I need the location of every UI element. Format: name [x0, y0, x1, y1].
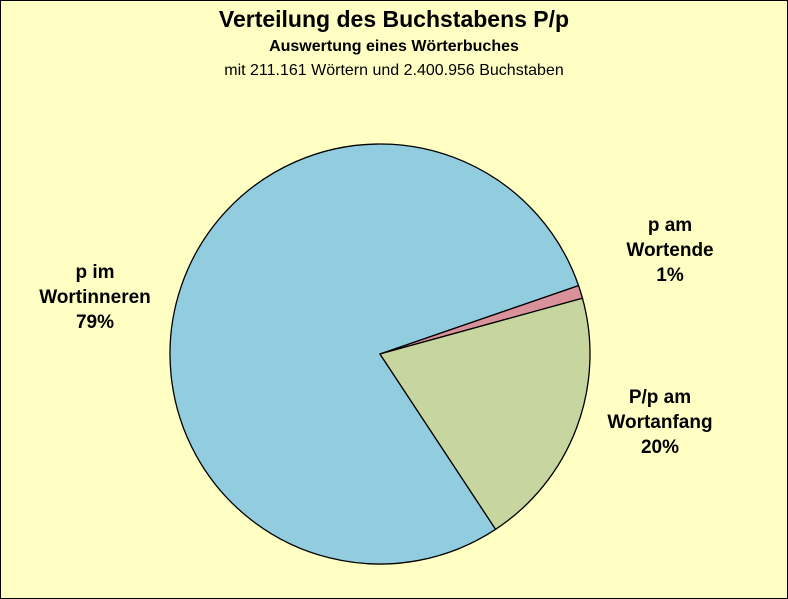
- slice-label-wortinneren: p im Wortinneren 79%: [20, 260, 170, 335]
- chart-title: Verteilung des Buchstabens P/p: [218, 6, 570, 32]
- slice-label-wortende: p am Wortende 1%: [600, 213, 740, 288]
- slice-label-line: Wortende: [626, 240, 714, 261]
- slice-label-line: Wortinneren: [39, 287, 151, 308]
- slice-label-line: p am: [647, 215, 693, 236]
- slice-label-line: p im: [75, 262, 115, 283]
- slice-label-line: 1%: [656, 265, 684, 286]
- pie-slice-wortinneren: [169, 143, 580, 565]
- slice-label-line: Wortanfang: [607, 412, 713, 433]
- slice-label-line: 20%: [640, 437, 680, 458]
- slice-label-line: P/p am: [628, 387, 692, 408]
- slice-label-wortanfang: P/p am Wortanfang 20%: [585, 385, 735, 460]
- pie-slice-wortanfang: [379, 297, 591, 530]
- slice-label-line: 79%: [75, 312, 115, 333]
- chart-subtitle-secondary: mit 211.161 Wörtern und 2.400.956 Buchst…: [224, 62, 564, 79]
- chart-subtitle: Auswertung eines Wörterbuches: [269, 38, 519, 55]
